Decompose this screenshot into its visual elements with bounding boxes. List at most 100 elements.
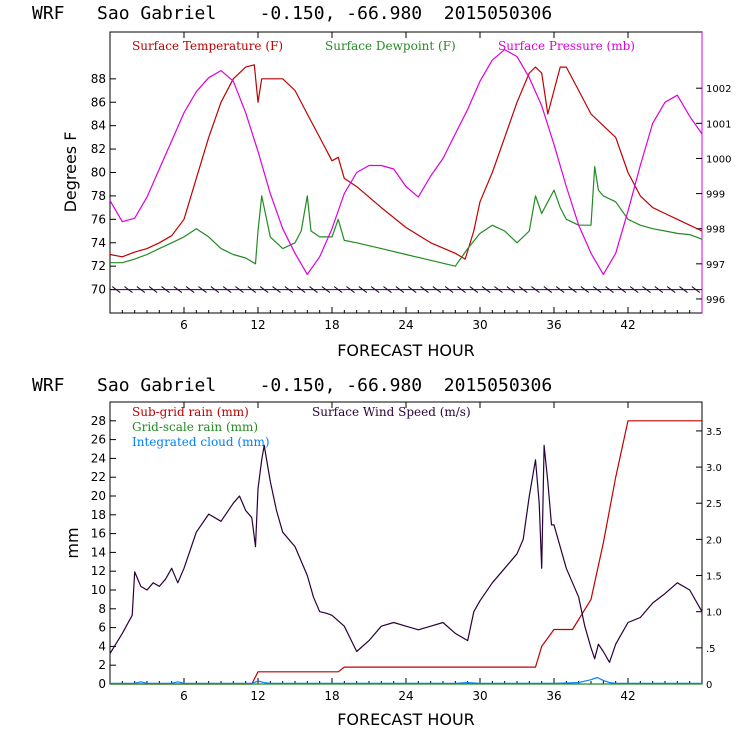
y-tick-label: 28 bbox=[91, 414, 106, 428]
wind-barb bbox=[333, 286, 343, 293]
panel-1-x-ticks: 6 12 18 24 30 36 42 bbox=[121, 32, 691, 332]
y-tick-label: 16 bbox=[91, 527, 106, 541]
x-tick-label: 6 bbox=[180, 318, 188, 332]
wind-barb bbox=[531, 286, 540, 293]
wind-barb bbox=[383, 286, 392, 293]
wind-barb bbox=[457, 286, 466, 293]
wind-barb bbox=[259, 286, 269, 293]
wind-barb bbox=[309, 286, 318, 293]
y-tick-label: 74 bbox=[91, 236, 106, 250]
x-tick-label: 18 bbox=[324, 318, 339, 332]
x-tick-label: 6 bbox=[180, 689, 188, 703]
wind-barb bbox=[691, 286, 701, 293]
wind-barb bbox=[395, 286, 405, 293]
wind-barb bbox=[247, 286, 257, 293]
y-tick-label: 70 bbox=[91, 283, 106, 297]
panel-2-title: WRF Sao Gabriel -0.150, -66.980 20150503… bbox=[32, 375, 552, 396]
y2-tick-label: 3.0 bbox=[706, 463, 722, 474]
wind-barb bbox=[518, 286, 528, 293]
wind-barb bbox=[605, 286, 614, 293]
y2-tick-label: 2.0 bbox=[706, 535, 722, 546]
y-tick-label: 78 bbox=[91, 189, 106, 203]
wind-barb bbox=[198, 286, 207, 293]
wind-barb bbox=[642, 286, 651, 293]
legend-wind-speed: Surface Wind Speed (m/s) bbox=[312, 405, 471, 419]
wind-speed-line bbox=[109, 444, 703, 663]
y-tick-label: 76 bbox=[91, 212, 106, 226]
y-tick-label: 0 bbox=[98, 677, 106, 691]
y2-tick-label: 998 bbox=[706, 225, 725, 236]
wind-barb bbox=[173, 286, 183, 293]
wind-barb bbox=[296, 286, 306, 293]
wind-barb bbox=[284, 286, 294, 293]
y-tick-label: 14 bbox=[91, 545, 106, 559]
panel-2-y-label: mm bbox=[63, 527, 82, 558]
panel-2-x-label: FORECAST HOUR bbox=[337, 710, 475, 729]
y-tick-label: 12 bbox=[91, 564, 106, 578]
wind-barb bbox=[420, 286, 429, 293]
panel-2: WRF Sao Gabriel -0.150, -66.980 20150503… bbox=[32, 375, 722, 729]
y2-tick-label: 3.5 bbox=[706, 427, 722, 438]
y2-tick-label: 2.5 bbox=[706, 499, 722, 510]
y-tick-label: 8 bbox=[98, 602, 106, 616]
y-tick-label: 10 bbox=[91, 583, 106, 597]
wind-barb bbox=[592, 286, 602, 293]
wind-barb bbox=[235, 286, 244, 293]
legend-surface-pressure: Surface Pressure (mb) bbox=[498, 39, 635, 53]
y2-tick-label: 1002 bbox=[706, 84, 731, 95]
legend-surface-dewpoint: Surface Dewpoint (F) bbox=[325, 39, 456, 53]
x-tick-label: 36 bbox=[546, 689, 561, 703]
wind-barb bbox=[469, 286, 479, 293]
legend-subgrid-rain: Sub-grid rain (mm) bbox=[132, 405, 249, 419]
wind-barb bbox=[506, 286, 516, 293]
wind-barb bbox=[580, 286, 590, 293]
y-tick-label: 26 bbox=[91, 433, 106, 447]
y2-tick-label: 1000 bbox=[706, 154, 731, 165]
panel-1-y-ticks: 70 72 74 76 78 80 82 84 86 88 bbox=[91, 72, 116, 297]
y2-tick-label: 1001 bbox=[706, 119, 731, 130]
wind-barb bbox=[272, 286, 281, 293]
wind-barb bbox=[222, 286, 232, 293]
wind-barb bbox=[148, 286, 158, 293]
y2-tick-label: 999 bbox=[706, 190, 725, 201]
y-tick-label: 20 bbox=[91, 489, 106, 503]
wind-barb bbox=[481, 286, 491, 293]
wind-barbs bbox=[110, 286, 702, 293]
wind-barb bbox=[210, 286, 220, 293]
wind-barb bbox=[654, 286, 664, 293]
y-tick-label: 18 bbox=[91, 508, 106, 522]
x-tick-label: 42 bbox=[620, 318, 635, 332]
y-tick-label: 72 bbox=[91, 259, 106, 273]
subgrid-rain-line bbox=[110, 420, 702, 685]
pressure-line bbox=[109, 48, 703, 275]
x-tick-label: 24 bbox=[398, 318, 413, 332]
x-tick-label: 42 bbox=[620, 689, 635, 703]
legend-integrated-cloud: Integrated cloud (mm) bbox=[132, 435, 270, 449]
wind-barb bbox=[185, 286, 195, 293]
wind-barb bbox=[617, 286, 627, 293]
wind-barb bbox=[321, 286, 331, 293]
y-tick-label: 80 bbox=[91, 166, 106, 180]
y-tick-label: 4 bbox=[98, 639, 106, 653]
panel-2-series bbox=[109, 420, 703, 685]
panel-1-y2-ticks: 996 997 998 999 1000 1001 1002 bbox=[696, 84, 731, 306]
panel-1-y-label: Degrees F bbox=[61, 132, 80, 213]
y2-tick-label: 1.5 bbox=[706, 572, 722, 583]
wind-barb bbox=[679, 286, 688, 293]
y-tick-label: 24 bbox=[91, 451, 106, 465]
panel-2-y2-ticks: 0 .5 1.0 1.5 2.0 2.5 3.0 3.5 bbox=[696, 427, 722, 691]
x-tick-label: 12 bbox=[250, 318, 265, 332]
y2-tick-label: 997 bbox=[706, 260, 725, 271]
dewpoint-line bbox=[110, 166, 703, 267]
legend-surface-temperature: Surface Temperature (F) bbox=[132, 39, 283, 53]
wind-barb bbox=[444, 286, 454, 293]
x-tick-label: 24 bbox=[398, 689, 413, 703]
wind-barb bbox=[629, 286, 639, 293]
panel-2-x-ticks: 6 12 18 24 30 36 42 bbox=[121, 402, 691, 703]
x-tick-label: 30 bbox=[472, 318, 487, 332]
wind-barb bbox=[346, 286, 355, 293]
y-tick-label: 2 bbox=[98, 658, 106, 672]
panel-1: WRF Sao Gabriel -0.150, -66.980 20150503… bbox=[32, 3, 731, 360]
wind-barb bbox=[494, 286, 503, 293]
